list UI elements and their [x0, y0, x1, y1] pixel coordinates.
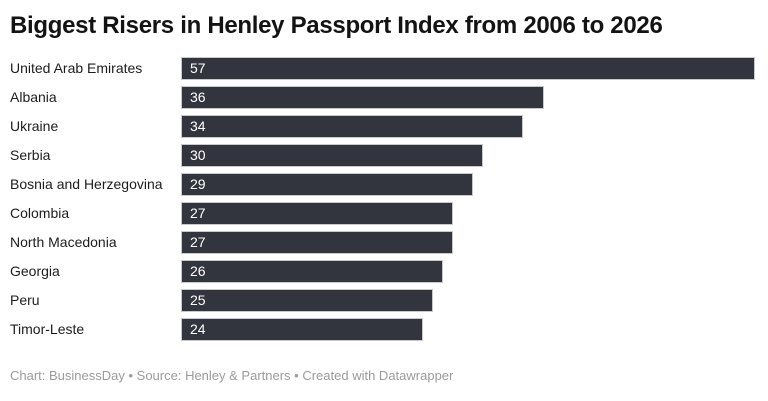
bar: 26 [181, 259, 443, 283]
category-label: Bosnia and Herzegovina [10, 176, 163, 193]
category-label: North Macedonia [10, 234, 117, 251]
bar-track: 24 [181, 317, 755, 341]
bar-row: Georgia 26 [10, 259, 755, 283]
value-label: 25 [190, 292, 206, 309]
bar-track: 30 [181, 143, 755, 167]
bar-row: Albania 36 [10, 85, 755, 109]
value-label: 30 [190, 147, 206, 164]
chart-title: Biggest Risers in Henley Passport Index … [10, 12, 663, 39]
bar-row: United Arab Emirates 57 [10, 56, 755, 80]
bar-row: Timor-Leste 24 [10, 317, 755, 341]
bar-track: 29 [181, 172, 755, 196]
bar: 27 [181, 230, 453, 254]
bar-track: 26 [181, 259, 755, 283]
bar-chart-plot-area: United Arab Emirates 57 Albania 36 Ukraine 34… [10, 56, 755, 341]
bar-track: 34 [181, 114, 755, 138]
bar-track: 27 [181, 201, 755, 225]
bar-track: 57 [181, 56, 755, 80]
bar: 36 [181, 85, 544, 109]
category-label: Timor-Leste [10, 321, 85, 338]
category-label: Peru [10, 292, 40, 309]
value-label: 27 [190, 205, 206, 222]
bar-row: Peru 25 [10, 288, 755, 312]
bar: 25 [181, 288, 433, 312]
bar: 24 [181, 317, 423, 341]
value-label: 34 [190, 118, 206, 135]
bar-track: 27 [181, 230, 755, 254]
category-label: Ukraine [10, 118, 59, 135]
bar-row: Colombia 27 [10, 201, 755, 225]
bar-track: 25 [181, 288, 755, 312]
category-label: Serbia [10, 147, 51, 164]
value-label: 57 [190, 60, 206, 77]
category-label: Colombia [10, 205, 70, 222]
bar-track: 36 [181, 85, 755, 109]
bar-row: North Macedonia 27 [10, 230, 755, 254]
bar-row: Serbia 30 [10, 143, 755, 167]
bar: 29 [181, 172, 474, 196]
bar: 30 [181, 143, 484, 167]
category-label: Georgia [10, 263, 60, 280]
value-label: 24 [190, 321, 206, 338]
value-label: 26 [190, 263, 206, 280]
bar-row: Ukraine 34 [10, 114, 755, 138]
category-label: United Arab Emirates [10, 60, 143, 77]
bar-row: Bosnia and Herzegovina 29 [10, 172, 755, 196]
category-label: Albania [10, 89, 57, 106]
chart-footer-attribution: Chart: BusinessDay • Source: Henley & Pa… [10, 367, 454, 383]
value-label: 36 [190, 89, 206, 106]
bar: 27 [181, 201, 453, 225]
bar: 57 [181, 56, 755, 80]
bar: 34 [181, 114, 524, 138]
value-label: 27 [190, 234, 206, 251]
value-label: 29 [190, 176, 206, 193]
